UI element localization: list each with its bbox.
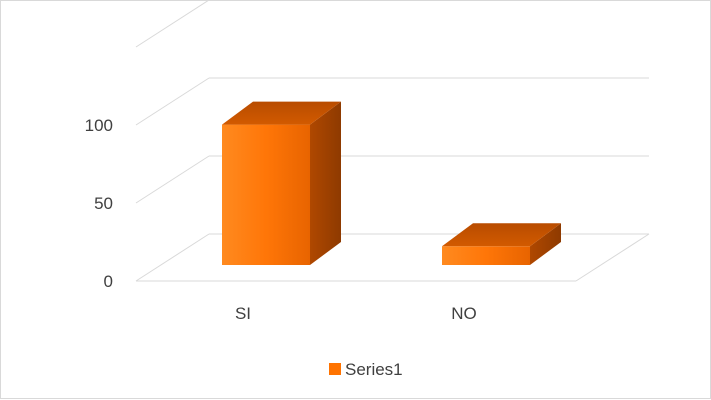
floor-right-edge: [575, 233, 650, 282]
legend: Series1: [329, 360, 403, 379]
bar-no: [442, 246, 530, 265]
bar-side-si: [310, 101, 341, 265]
bar-si: [222, 124, 310, 265]
y-axis: 0 50 100: [85, 116, 113, 291]
gridline-side: [135, 77, 210, 126]
bar-top-si: [222, 101, 341, 125]
legend-swatch-series1: [329, 363, 341, 375]
bar-top-no: [442, 223, 561, 247]
gridline-side: [135, 1, 209, 48]
gridline-side: [135, 233, 210, 282]
y-tick-label: 0: [104, 272, 113, 291]
x-tick-label-no: NO: [451, 304, 477, 323]
gridline-side: [135, 155, 210, 204]
bar-side-no: [530, 223, 561, 265]
gridlines: [135, 1, 650, 282]
x-axis: SI NO: [235, 304, 477, 323]
y-tick-label: 50: [94, 194, 113, 213]
legend-label-series1: Series1: [345, 360, 403, 379]
y-tick-label: 100: [85, 116, 113, 135]
x-tick-label-si: SI: [235, 304, 251, 323]
bars: [222, 101, 561, 265]
